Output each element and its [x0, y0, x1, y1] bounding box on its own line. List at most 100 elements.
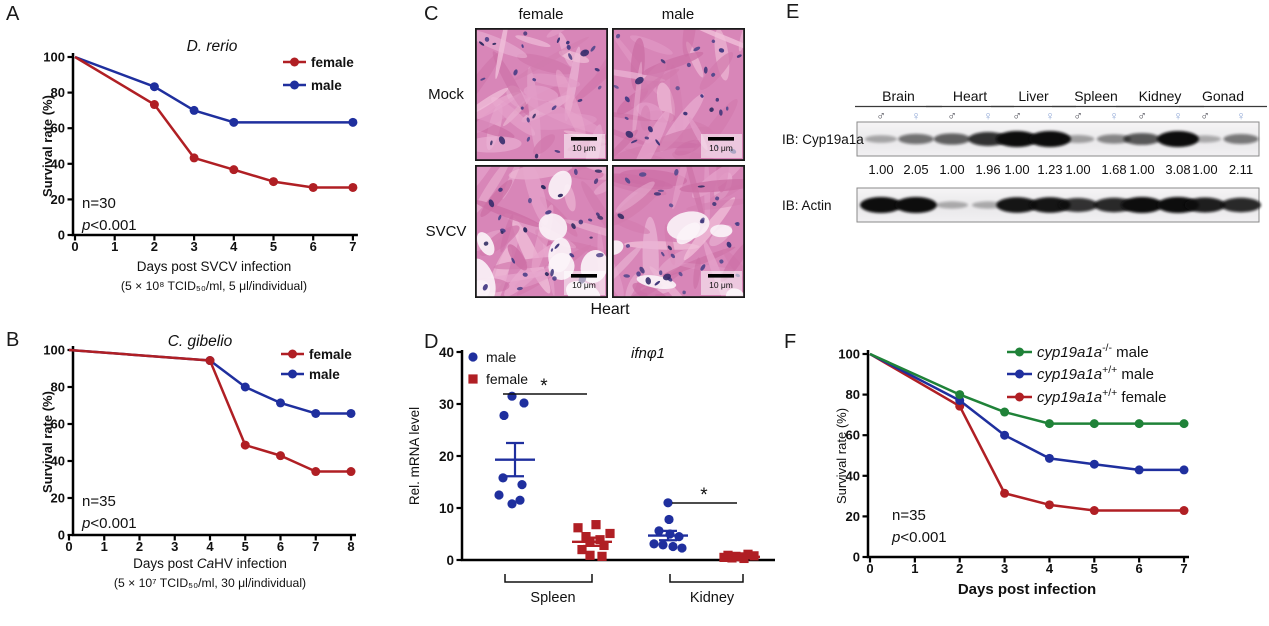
histology-panel: female male Mock SVCV Heart 10 μm 10 μm 10…	[420, 0, 780, 330]
x-axis-label: Days post infection	[958, 581, 1096, 598]
data-point	[507, 499, 517, 509]
y-tick-label: 40	[846, 468, 860, 483]
histology-row-label-svcv: SVCV	[425, 223, 467, 240]
data-point	[507, 391, 517, 401]
x-axis-label: Days post SVCV infection	[137, 259, 292, 274]
male-symbol: ♂	[1012, 109, 1021, 123]
group-label: Kidney	[690, 590, 735, 606]
p-value-annotation: p<0.001	[891, 529, 947, 546]
panel-label-e: E	[786, 1, 800, 23]
legend-item: female	[281, 347, 352, 362]
series-markers-male	[205, 356, 356, 418]
series-line-cyp19a1a++-female	[869, 352, 1185, 512]
tissue-texture	[475, 165, 608, 298]
y-tick-label: 100	[43, 50, 65, 65]
y-tick-label: 0	[853, 550, 860, 565]
data-point	[189, 153, 199, 163]
female-symbol: ♀	[1173, 109, 1182, 123]
protein-band	[996, 131, 1038, 147]
data-point	[1179, 465, 1189, 475]
protein-band	[968, 132, 1008, 146]
male-symbol: ♂	[1137, 109, 1146, 123]
x-tick-label: 2	[136, 539, 143, 554]
legend-label: cyp19a1a+/+ male	[1037, 364, 1154, 383]
western-blot-panel-e: Brain ♂ ♀ Heart ♂ ♀ Liver ♂ ♀ Spleen ♂ ♀ Kidney ♂ ♀ Gon…	[782, 88, 1267, 223]
protein-band	[895, 197, 937, 213]
data-point	[1044, 453, 1054, 463]
x-tick-label: 5	[270, 239, 277, 254]
y-tick-label: 100	[43, 343, 65, 358]
legend: male female	[468, 349, 528, 387]
x-tick-label: 4	[230, 239, 238, 254]
data-point	[591, 520, 601, 530]
blot-loading-label: IB: Actin	[782, 198, 832, 213]
series-markers-cyp19a1a++-female	[955, 401, 1189, 516]
scale-bar-label: 10 μm	[709, 280, 733, 290]
scatter-points-kidney-male	[649, 498, 687, 553]
protein-band	[1123, 133, 1161, 145]
y-tick-label: 0	[446, 553, 454, 568]
data-point	[1179, 506, 1189, 516]
scale-bar: 10 μm	[564, 134, 605, 158]
mean-error-bar	[495, 441, 535, 478]
x-tick-label: 7	[349, 239, 356, 254]
survival-chart-panel-f: 0 20 40 60 80 100 0 1 2 3 4 5 6 7 Survival rate (%) Day…	[834, 342, 1190, 598]
data-point	[1044, 419, 1054, 429]
y-tick-label: 40	[439, 345, 454, 360]
tissue-label: Heart	[953, 88, 987, 104]
significance-star: *	[540, 376, 548, 397]
data-point	[240, 382, 250, 392]
data-point	[311, 408, 321, 418]
group-bracket	[669, 574, 744, 583]
scale-bar-label: 10 μm	[572, 280, 596, 290]
x-tick-label: 1	[111, 239, 118, 254]
data-point	[1000, 407, 1010, 417]
data-point	[573, 523, 583, 533]
tissue-label: Liver	[1018, 88, 1049, 104]
legend-item: female	[283, 55, 354, 70]
male-symbol: ♂	[876, 109, 885, 123]
x-tick-label: 2	[956, 561, 963, 576]
legend-item: male	[283, 78, 342, 93]
legend-label: male	[309, 367, 340, 382]
panel-label-b: B	[6, 329, 20, 351]
data-point	[955, 390, 965, 400]
data-point	[1134, 419, 1144, 429]
female-symbol: ♀	[1045, 109, 1054, 123]
x-tick-label: 5	[242, 539, 249, 554]
y-tick-label: 20	[51, 491, 65, 506]
band-ratio-value: 1.00	[1065, 162, 1090, 177]
scale-bar: 10 μm	[701, 271, 742, 295]
protein-band	[860, 197, 902, 213]
tissue-label: Gonad	[1202, 88, 1244, 104]
y-axis-label: Survival rate (%)	[40, 391, 55, 493]
actin-bands	[860, 197, 1262, 213]
female-symbol: ♀	[911, 109, 920, 123]
data-point	[1134, 465, 1144, 475]
protein-band	[1157, 131, 1199, 147]
scale-bar-label: 10 μm	[572, 143, 596, 153]
y-tick-label: 80	[51, 85, 65, 100]
male-symbol: ♂	[947, 109, 956, 123]
mean-error-bar	[648, 529, 688, 542]
data-point	[346, 408, 356, 418]
data-point	[577, 545, 587, 555]
tissue-label: Kidney	[1139, 88, 1182, 104]
chart-title: D. rerio	[187, 38, 238, 55]
protein-band	[1029, 131, 1071, 147]
data-point	[595, 535, 605, 545]
data-point	[149, 82, 159, 92]
survival-chart-panel-a: 0 20 40 60 80 100 0 1 2 3 4 5 6 7 D. rerio Survival rat…	[40, 38, 358, 293]
x-tick-label: 5	[1091, 561, 1098, 576]
x-tick-label: 4	[206, 539, 214, 554]
y-tick-label: 60	[846, 428, 860, 443]
legend-label: cyp19a1a+/+ female	[1037, 387, 1166, 406]
legend-label: female	[309, 347, 352, 362]
band-ratio-value: 1.00	[1192, 162, 1217, 177]
x-tick-label: 8	[347, 539, 354, 554]
data-point	[517, 480, 527, 490]
histology-tissue-label: Heart	[590, 301, 630, 318]
data-point	[498, 473, 508, 483]
y-axis-label: Survival rate (%)	[834, 408, 849, 504]
x-tick-label: 6	[1136, 561, 1143, 576]
